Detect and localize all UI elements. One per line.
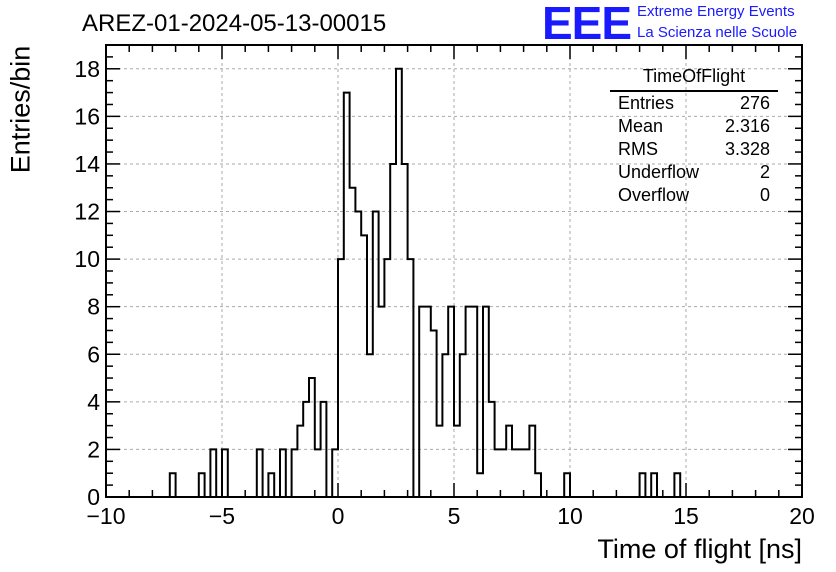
y-tick-label: 12 — [74, 199, 100, 225]
x-tick-label: −5 — [209, 503, 235, 529]
y-tick-label: 4 — [87, 389, 100, 415]
stats-value: 2 — [759, 162, 770, 182]
x-tick-label: 10 — [557, 503, 583, 529]
stats-value: 3.328 — [724, 139, 770, 159]
y-tick-label: 18 — [74, 56, 100, 82]
stats-value: 2.316 — [724, 116, 770, 136]
y-axis-label: Entries/bin — [5, 45, 36, 174]
y-tick-label: 8 — [87, 294, 100, 320]
x-axis-label: Time of flight [ns] — [597, 534, 802, 564]
stats-row-rms: RMS 3.328 — [610, 138, 778, 161]
run-title: AREZ-01-2024-05-13-00015 — [82, 10, 387, 37]
x-tick-label: −10 — [86, 503, 125, 529]
y-tick-label: 14 — [74, 151, 100, 177]
y-tick-label: 16 — [74, 103, 100, 129]
stats-row-overflow: Overflow 0 — [610, 184, 778, 207]
logo-caption-line1: Extreme Energy Events — [637, 3, 795, 20]
stats-value: 276 — [739, 93, 770, 113]
stats-value: 0 — [759, 185, 770, 205]
x-tick-label: 15 — [673, 503, 699, 529]
stats-label: Entries — [618, 93, 675, 113]
eee-logo: EEE — [542, 0, 632, 49]
y-tick-label: 2 — [87, 436, 100, 462]
stats-label: Mean — [618, 116, 664, 136]
stats-title: TimeOfFlight — [610, 66, 778, 92]
stats-label: Overflow — [618, 185, 690, 205]
x-tick-label: 5 — [448, 503, 461, 529]
stats-row-underflow: Underflow 2 — [610, 161, 778, 184]
stats-row-mean: Mean 2.316 — [610, 115, 778, 138]
stats-box: TimeOfFlight Entries 276 Mean 2.316 RMS … — [610, 66, 778, 207]
x-tick-label: 20 — [789, 503, 815, 529]
stats-label: Underflow — [618, 162, 700, 182]
stats-label: RMS — [618, 139, 658, 159]
x-tick-label: 0 — [332, 503, 345, 529]
y-tick-label: 6 — [87, 341, 100, 367]
stats-row-entries: Entries 276 — [610, 92, 778, 115]
logo-caption-line2: La Scienza nelle Scuole — [637, 24, 798, 41]
y-tick-label: 0 — [87, 484, 100, 510]
y-tick-label: 10 — [74, 246, 100, 272]
